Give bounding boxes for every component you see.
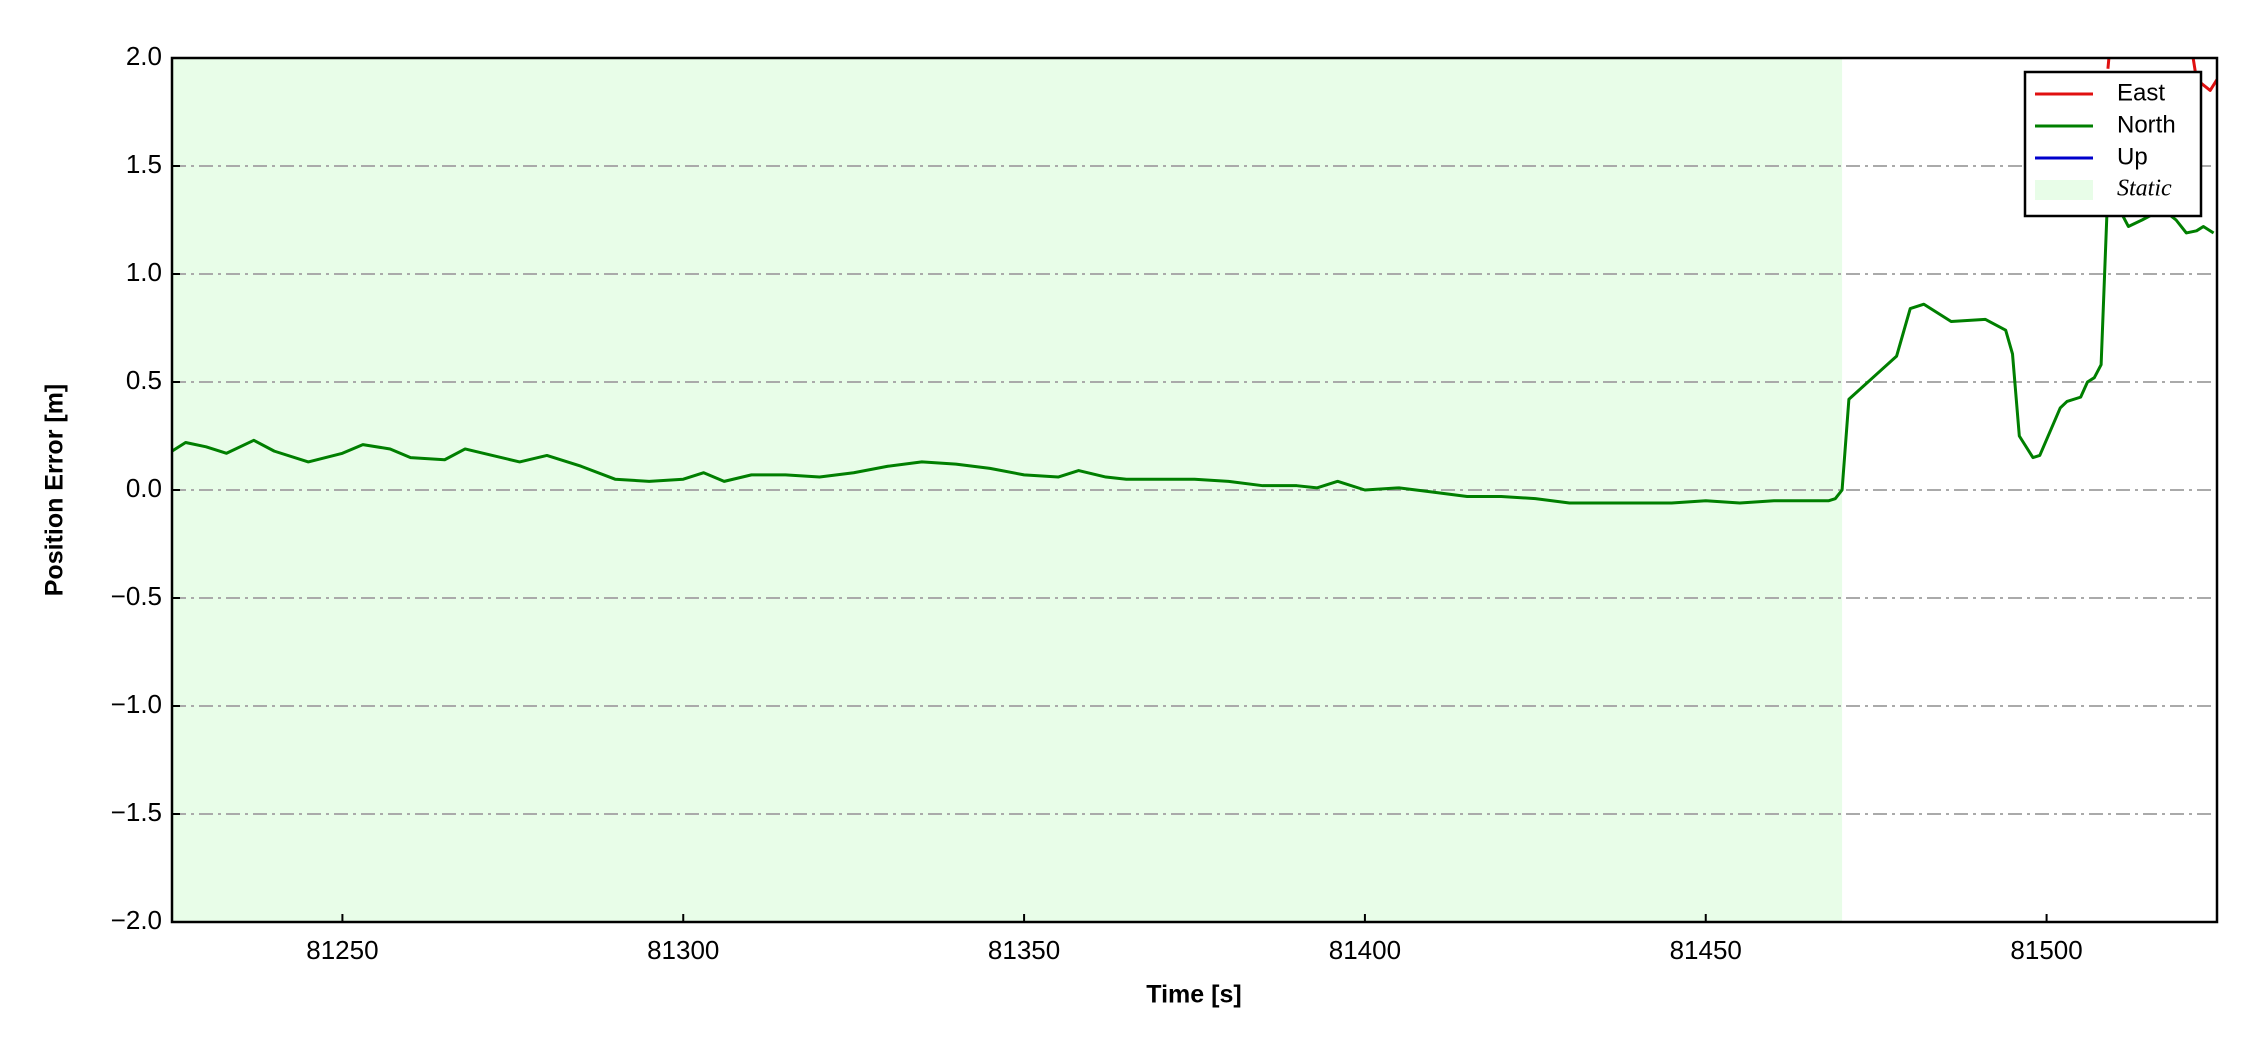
x-tick-label: 81500	[2010, 935, 2082, 965]
legend: East North Up Static	[2023, 70, 2203, 218]
y-tick-label: −2.0	[111, 905, 162, 935]
x-tick-label: 81300	[647, 935, 719, 965]
y-tick-label: 0.0	[126, 473, 162, 503]
x-axis-title: Time [s]	[1146, 981, 1241, 1009]
legend-swatch	[2035, 180, 2093, 200]
plot-area	[172, 58, 2217, 922]
x-tick-label: 81400	[1329, 935, 1401, 965]
x-tick-label: 81450	[1670, 935, 1742, 965]
axes: −2.0 −1.5 −1.0 −0.5 0.0 0.5 1.0 1.5 2.0 81250 8130…	[111, 41, 2219, 965]
legend-label: East	[2117, 79, 2165, 106]
y-tick-label: 1.5	[126, 149, 162, 179]
y-tick-label: 0.5	[126, 365, 162, 395]
legend-label: North	[2117, 111, 2176, 138]
x-tick-label: 81350	[988, 935, 1060, 965]
y-tick-label: −1.5	[111, 797, 162, 827]
plot-frame	[170, 56, 2219, 924]
x-tick-label: 81250	[306, 935, 378, 965]
y-axis-title: Position Error [m]	[41, 384, 69, 597]
series-line	[172, 186, 2215, 505]
y-tick-label: 1.0	[126, 257, 162, 287]
y-tick-label: −0.5	[111, 581, 162, 611]
legend-label: Static	[2117, 176, 2172, 202]
series-line	[2106, 58, 2217, 92]
y-tick-label: −1.0	[111, 689, 162, 719]
legend-label: Up	[2117, 143, 2148, 170]
y-tick-label: 2.0	[126, 41, 162, 71]
